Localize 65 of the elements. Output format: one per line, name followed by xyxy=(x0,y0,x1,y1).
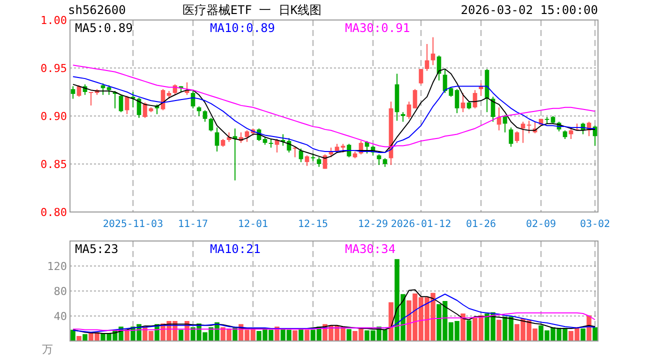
x-tick-label: 01-26 xyxy=(466,219,496,230)
text: MA10:21 xyxy=(210,242,261,256)
x-tick-label: 11-17 xyxy=(178,219,208,230)
candlestick xyxy=(520,121,526,144)
candlestick xyxy=(214,127,220,152)
x-tick-label: 12-29 xyxy=(358,219,388,230)
text: MA5:23 xyxy=(75,242,118,256)
x-tick-label: 12-15 xyxy=(298,219,328,230)
text: MA5:0.89 xyxy=(75,21,133,35)
y-tick-label: 40 xyxy=(54,310,67,323)
candlestick xyxy=(430,36,436,66)
chart-title: 医疗器械ETF 一 日K线图 xyxy=(182,3,322,17)
bar xyxy=(346,329,352,341)
x-tick-label: 12-01 xyxy=(238,219,268,230)
candlestick xyxy=(202,110,208,122)
bar xyxy=(76,336,82,341)
candlestick xyxy=(208,117,214,132)
candlestick xyxy=(454,88,460,114)
candlestick xyxy=(118,94,124,113)
x-tick-label: 2026-01-12 xyxy=(390,219,452,230)
candlestick xyxy=(406,101,412,120)
x-tick-label: 2025-11-03 xyxy=(102,219,164,230)
candlestick xyxy=(448,86,454,98)
text: 万 xyxy=(42,343,53,356)
candlestick xyxy=(88,92,94,106)
text: sh562600 xyxy=(68,3,126,17)
y-tick-label: 0.85 xyxy=(40,158,67,171)
text: MA30:34 xyxy=(345,242,396,256)
x-tick-label: 03-02 xyxy=(580,219,610,230)
bar xyxy=(178,330,184,341)
bar xyxy=(592,327,598,341)
text: MA30:0.91 xyxy=(345,21,410,35)
bar xyxy=(298,328,304,341)
y-tick-label: 1.00 xyxy=(40,14,67,27)
bar xyxy=(496,320,502,341)
candlestick xyxy=(526,120,532,134)
candlestick xyxy=(460,92,466,113)
bar xyxy=(580,328,586,341)
bar xyxy=(460,314,466,341)
bar xyxy=(82,334,88,341)
line-series xyxy=(72,64,596,148)
candlestick xyxy=(316,156,322,168)
candlestick xyxy=(514,130,520,144)
y-tick-label: 80 xyxy=(54,285,67,298)
bar xyxy=(70,330,76,341)
candlestick xyxy=(508,127,514,148)
candlestick xyxy=(424,44,430,72)
bar xyxy=(304,330,310,341)
bar xyxy=(466,320,472,341)
y-tick-label: 0.80 xyxy=(40,206,67,219)
candlestick xyxy=(400,112,406,122)
candlestick xyxy=(76,84,82,98)
y-tick-label: 120 xyxy=(47,260,67,273)
text: MA10:0.89 xyxy=(210,21,276,35)
candlestick xyxy=(418,68,424,85)
y-tick-label: 0.95 xyxy=(40,62,67,75)
bar xyxy=(388,302,394,341)
x-tick-label: 02-09 xyxy=(526,219,556,230)
text: 2026-03-02 15:00:00 xyxy=(460,3,598,17)
candlestick xyxy=(412,88,418,109)
y-tick-label: 0.90 xyxy=(40,110,67,123)
candlestick xyxy=(106,84,112,96)
candlestick xyxy=(70,86,76,100)
line-series xyxy=(72,312,596,331)
bar xyxy=(292,330,298,341)
